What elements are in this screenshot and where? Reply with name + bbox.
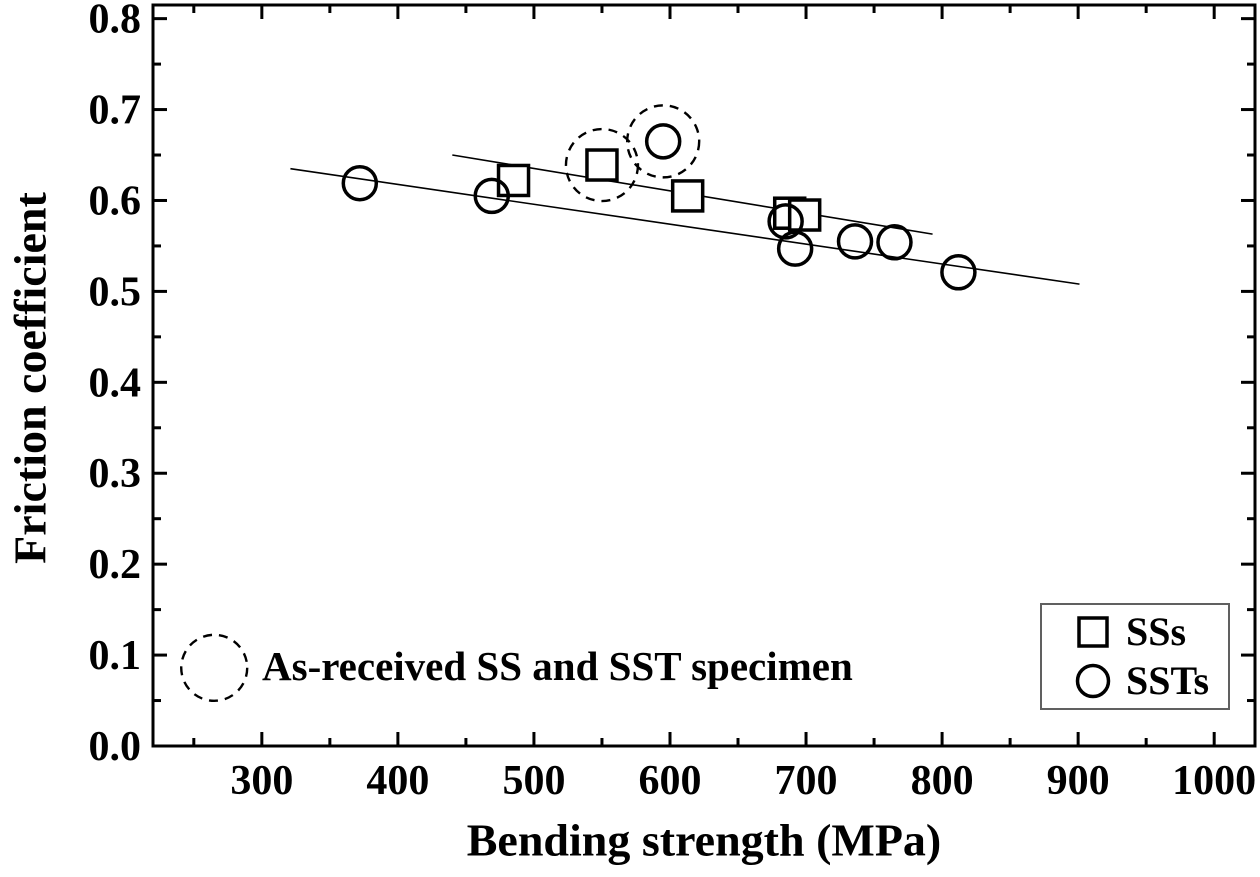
x-tick-label: 600 bbox=[638, 758, 701, 804]
legend-label-sss: SSs bbox=[1126, 609, 1187, 654]
circle-marker-icon bbox=[1075, 663, 1111, 699]
data-point-ssts bbox=[644, 123, 682, 160]
data-point-ssts bbox=[473, 177, 511, 215]
x-tick-label: 500 bbox=[502, 758, 565, 804]
y-tick-label: 0.4 bbox=[89, 360, 142, 406]
data-point-ssts bbox=[767, 203, 804, 240]
x-tick-label: 300 bbox=[230, 758, 293, 804]
data-point-ssts bbox=[940, 254, 977, 291]
square-marker-icon bbox=[1077, 616, 1109, 648]
y-tick-label: 0.6 bbox=[89, 178, 142, 224]
annotation-text: As-received SS and SST specimen bbox=[262, 643, 853, 690]
annotation-key-circle bbox=[180, 633, 249, 703]
x-tick-label: 800 bbox=[911, 758, 974, 804]
y-tick-label: 0.2 bbox=[89, 542, 142, 588]
data-point-sss bbox=[496, 163, 531, 198]
x-axis-title: Bending strength (MPa) bbox=[466, 814, 942, 866]
x-tick-label: 700 bbox=[775, 758, 838, 804]
y-tick-label: 0.0 bbox=[89, 724, 142, 770]
plot-frame bbox=[151, 3, 1257, 748]
data-point-ssts bbox=[836, 223, 874, 260]
data-point-sss bbox=[585, 148, 619, 182]
legend-item-ssts: SSTs bbox=[1074, 659, 1228, 703]
y-tick-label: 0.7 bbox=[89, 88, 142, 134]
y-tick-label: 0.8 bbox=[89, 0, 142, 43]
data-point-sss bbox=[670, 179, 705, 213]
x-tick-label: 1000 bbox=[1172, 758, 1256, 804]
as-received-highlight-circle bbox=[625, 104, 701, 179]
trend-line-ssts bbox=[290, 167, 1080, 285]
data-point-ssts bbox=[341, 164, 379, 202]
x-tick-label: 900 bbox=[1047, 758, 1110, 804]
data-point-ssts bbox=[776, 230, 814, 267]
y-axis-title: Friction coefficient bbox=[4, 192, 56, 564]
legend: SSs SSTs bbox=[1040, 603, 1230, 710]
data-point-ssts bbox=[876, 224, 913, 261]
as-received-highlight-circle bbox=[564, 127, 640, 203]
y-tick-label: 0.3 bbox=[89, 451, 142, 497]
data-point-sss bbox=[787, 198, 822, 232]
y-tick-label: 0.5 bbox=[89, 269, 142, 315]
legend-item-sss: SSs bbox=[1074, 610, 1228, 654]
x-tick-label: 400 bbox=[366, 758, 429, 804]
legend-label-ssts: SSTs bbox=[1126, 658, 1210, 703]
y-tick-label: 0.1 bbox=[89, 633, 142, 679]
